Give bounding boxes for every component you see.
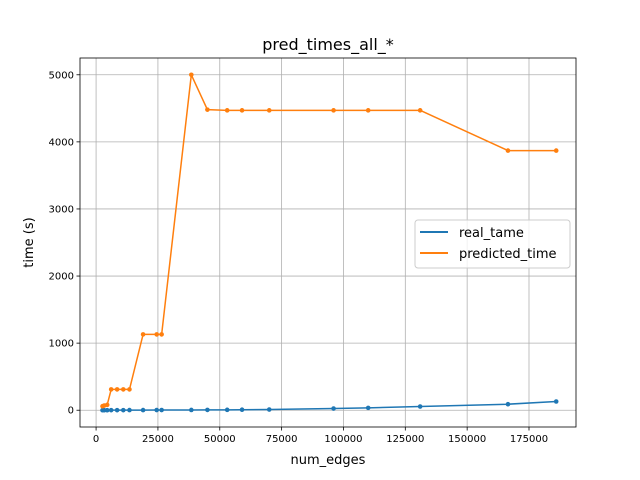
data-point: [114, 407, 120, 413]
legend-box: [414, 219, 571, 269]
plot-frame: [79, 57, 577, 428]
data-point: [365, 108, 371, 113]
data-point: [417, 404, 423, 409]
legend: real_tame predicted_time: [414, 219, 571, 269]
ticks: 0 25000 50000 75000 100000 125000 150000 175000…: [49, 70, 549, 445]
data-point: [239, 108, 245, 113]
y-axis-label: time (s): [22, 217, 37, 267]
x-tick-label: 100000: [324, 434, 362, 445]
chart-title: pred_times_all_*: [262, 35, 394, 55]
x-tick-label: 0: [93, 434, 99, 445]
legend-label: real_tame: [459, 226, 524, 241]
data-point: [189, 72, 194, 78]
data-point: [108, 387, 114, 392]
data-point: [120, 387, 126, 392]
data-point: [224, 108, 230, 113]
data-point: [154, 332, 159, 337]
data-point: [104, 407, 110, 413]
data-point: [104, 402, 110, 408]
data-point: [140, 332, 146, 337]
data-point: [553, 399, 559, 404]
x-axis-label: num_edges: [291, 453, 366, 468]
data-point: [266, 108, 272, 113]
x-tick-label: 150000: [448, 434, 486, 445]
data-point: [140, 407, 146, 413]
data-point: [417, 108, 423, 113]
data-point: [205, 107, 210, 112]
data-point: [239, 407, 245, 412]
x-tick-label: 25000: [142, 434, 174, 445]
data-point: [266, 407, 272, 412]
data-point: [127, 407, 132, 413]
data-point: [553, 148, 559, 153]
data-point: [331, 406, 336, 411]
x-tick-label: 175000: [510, 434, 548, 445]
data-point: [159, 407, 164, 413]
y-tick-label: 4000: [49, 137, 74, 148]
data-point: [365, 405, 371, 411]
x-tick-label: 75000: [266, 434, 298, 445]
y-tick-label: 0: [68, 406, 74, 417]
data-point: [108, 407, 114, 413]
data-point: [127, 387, 132, 392]
series-predicted_time: [100, 72, 559, 409]
legend-label: predicted_time: [459, 247, 557, 262]
data-point: [505, 148, 511, 153]
series-real_tame: [100, 399, 559, 413]
y-tick-label: 2000: [49, 272, 74, 283]
y-tick-label: 3000: [49, 204, 74, 215]
data-point: [331, 108, 336, 113]
data-point: [189, 407, 194, 413]
data-point: [159, 332, 164, 337]
data-point: [224, 407, 230, 413]
y-tick-label: 1000: [49, 339, 74, 350]
data-point: [114, 387, 120, 392]
data-point: [120, 407, 126, 413]
x-tick-label: 50000: [204, 434, 236, 445]
x-tick-label: 125000: [386, 434, 424, 445]
data-point: [154, 407, 159, 413]
data-point: [205, 407, 210, 413]
y-tick-label: 5000: [49, 70, 74, 81]
data-point: [505, 401, 511, 407]
series-layer: [100, 72, 559, 413]
